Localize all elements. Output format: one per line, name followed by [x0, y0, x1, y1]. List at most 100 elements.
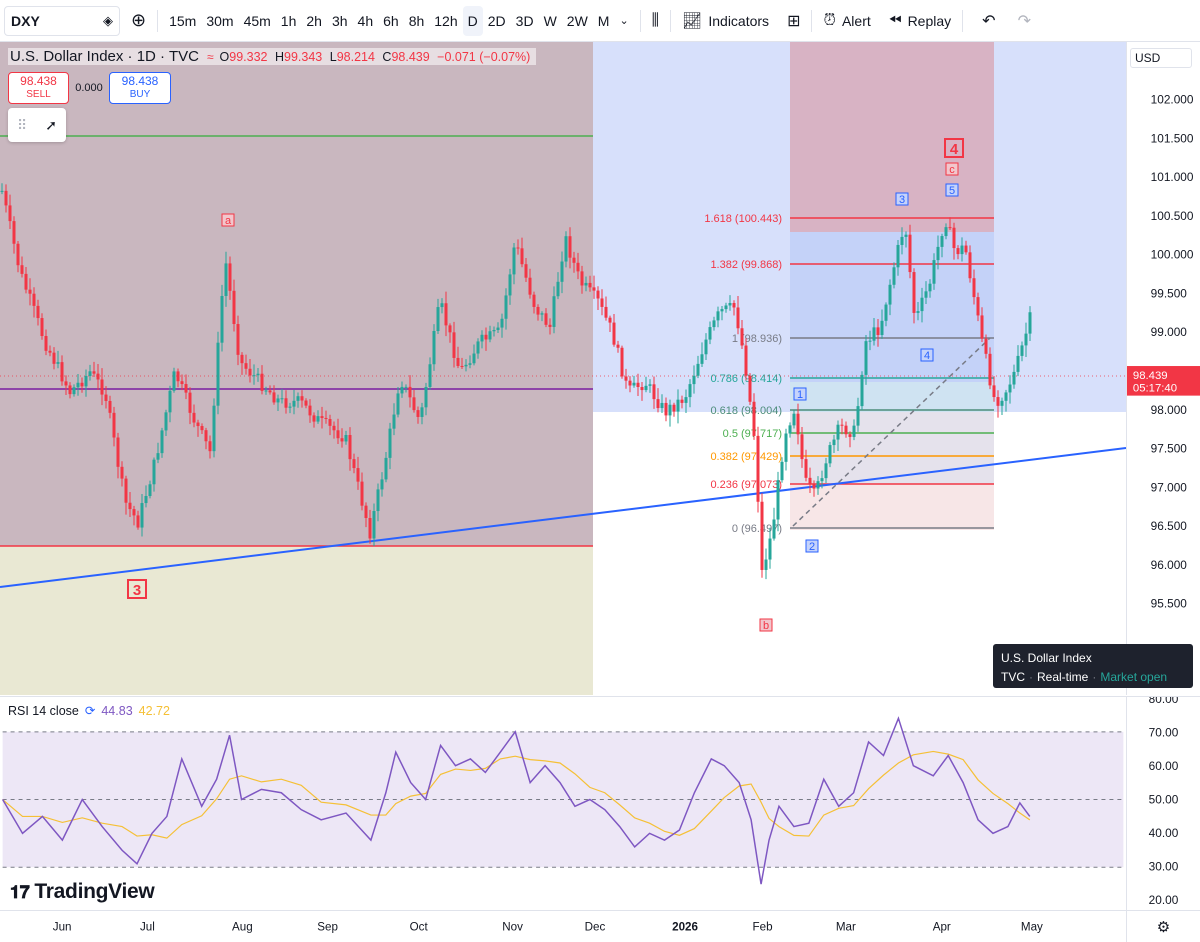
candle-body: [444, 303, 448, 326]
redo-button[interactable]: ↷: [1017, 12, 1031, 30]
timeframe-12h[interactable]: 12h: [434, 12, 458, 29]
candle-body: [636, 382, 640, 388]
candle-body: [812, 484, 816, 489]
chart-type-button[interactable]: ⫼: [647, 6, 664, 36]
candle-body: [540, 313, 544, 315]
timeframe-1h[interactable]: 1h: [280, 12, 297, 29]
candle-body: [1012, 371, 1016, 385]
timeframe-3h[interactable]: 3h: [331, 12, 348, 29]
trendline[interactable]: [0, 447, 1126, 588]
close-value: 98.439: [391, 49, 430, 64]
refresh-icon[interactable]: ⟳: [84, 704, 96, 718]
candle-body: [412, 397, 416, 411]
timeframe-m[interactable]: M: [597, 12, 610, 29]
timeframe-w[interactable]: W: [543, 12, 557, 29]
candle-body: [688, 384, 692, 398]
wave-label-box[interactable]: [221, 213, 235, 227]
rsi-pane[interactable]: [0, 696, 1126, 910]
wave-label: 5: [949, 185, 955, 197]
price-tick: 96.000: [1151, 558, 1188, 572]
candle-body: [272, 392, 276, 403]
fib-connector[interactable]: [792, 337, 991, 527]
candle-body: [972, 278, 976, 298]
candle-body: [400, 386, 404, 394]
wave-label-box[interactable]: [945, 183, 959, 197]
add-symbol-button[interactable]: ⊕: [131, 10, 147, 30]
wave-label-box[interactable]: [127, 579, 147, 599]
candle-body: [872, 327, 876, 341]
wave-label-box[interactable]: [895, 192, 909, 206]
timeframe-2d[interactable]: 2D: [487, 12, 506, 29]
rsi-scale[interactable]: 80.00 70.00 60.00 50.00 40.00 30.00 20.00: [1126, 696, 1200, 910]
candle-body: [956, 248, 960, 255]
candle-body: [480, 334, 484, 342]
candle-body: [120, 466, 124, 479]
timeframe-2h[interactable]: 2h: [306, 12, 322, 29]
timeframe-30m[interactable]: 30m: [206, 12, 234, 29]
timeframe-45m[interactable]: 45m: [243, 12, 271, 29]
sell-price: 98.438: [20, 74, 57, 88]
cursor-arrow-icon[interactable]: ➚: [45, 116, 57, 133]
wave-label-box[interactable]: [793, 387, 807, 401]
wave-label-box[interactable]: [920, 348, 934, 362]
replay-button[interactable]: ⏪︎ Replay: [884, 6, 956, 36]
spread-value: 0.000: [75, 82, 103, 94]
indicators-button[interactable]: 📈︎ Indicators: [677, 6, 774, 36]
candle-body: [448, 325, 452, 333]
alert-button[interactable]: ⏰︎ Alert: [818, 6, 875, 36]
candle-body: [680, 399, 684, 403]
wave-label-box[interactable]: [759, 618, 773, 632]
candle-body: [52, 352, 56, 364]
timeframe-8h[interactable]: 8h: [408, 12, 425, 29]
settings-icon[interactable]: ≈: [206, 49, 214, 64]
tooltip-feed: Real-time: [1037, 670, 1089, 684]
time-tick: Jul: [140, 920, 155, 933]
candle-body: [456, 357, 460, 366]
settings-corner[interactable]: ⚙: [1126, 910, 1200, 942]
gear-icon[interactable]: ⚙: [1156, 918, 1171, 936]
time-axis[interactable]: Jun Jul Aug Sep Oct Nov Dec 2026 Feb Mar Apr May: [0, 910, 1126, 942]
candle-body: [712, 320, 716, 328]
indicators-icon: 📈︎: [682, 12, 703, 30]
zone-bg-8: [790, 484, 994, 530]
rsi-tick: 40.00: [1149, 826, 1179, 840]
candle-body: [668, 404, 672, 416]
wave-label-box[interactable]: [944, 138, 964, 158]
candle-body: [588, 282, 592, 288]
tooltip-status: Market open: [1100, 670, 1168, 684]
timeframe-2w[interactable]: 2W: [566, 12, 588, 29]
undo-button[interactable]: ↶: [982, 12, 996, 30]
sell-button[interactable]: 98.438 SELL: [8, 72, 69, 104]
wave-label-box[interactable]: [945, 162, 959, 176]
drag-handle-icon[interactable]: ⠿: [17, 116, 28, 133]
candle-body: [756, 435, 760, 502]
currency-select[interactable]: USD: [1130, 48, 1192, 68]
layouts-button[interactable]: ⊞: [782, 6, 805, 36]
candle-body: [140, 503, 144, 528]
timeframe-d[interactable]: D: [462, 5, 483, 36]
candle-body: [536, 306, 540, 315]
timeframe-3d[interactable]: 3D: [515, 12, 534, 29]
candle-body: [1028, 312, 1032, 334]
time-tick: Oct: [410, 920, 429, 933]
timeframe-6h[interactable]: 6h: [383, 12, 399, 29]
candle-body: [396, 393, 400, 415]
compare-icon[interactable]: ◈: [103, 12, 113, 28]
candle-body: [100, 379, 104, 395]
candle-body: [644, 385, 648, 391]
fib-label: 1 (98.936): [732, 333, 782, 345]
price-scale[interactable]: 102.000 101.500 101.000 100.500 100.000 99.50…: [1126, 42, 1200, 695]
legend-title: U.S. Dollar Index · 1D · TVC: [10, 48, 199, 65]
timeframe-15m[interactable]: 15m: [169, 12, 197, 29]
candle-body: [808, 477, 812, 485]
wave-label-box[interactable]: [805, 539, 819, 553]
timeframe-dropdown-chevron-icon[interactable]: ⌄: [619, 15, 629, 27]
buy-button[interactable]: 98.438 BUY: [109, 72, 171, 104]
timeframe-4h[interactable]: 4h: [357, 12, 374, 29]
candle-body: [720, 309, 724, 312]
candle-body: [864, 341, 868, 375]
symbol-search[interactable]: DXY ◈: [4, 5, 120, 36]
zone-bg-6: [790, 382, 994, 412]
tradingview-logo[interactable]: 𝟏𝟕 TradingView: [10, 880, 155, 904]
main-chart[interactable]: 1.618 (100.443) 1.382 (99.868) 1 (98.936) 0…: [0, 42, 1126, 695]
